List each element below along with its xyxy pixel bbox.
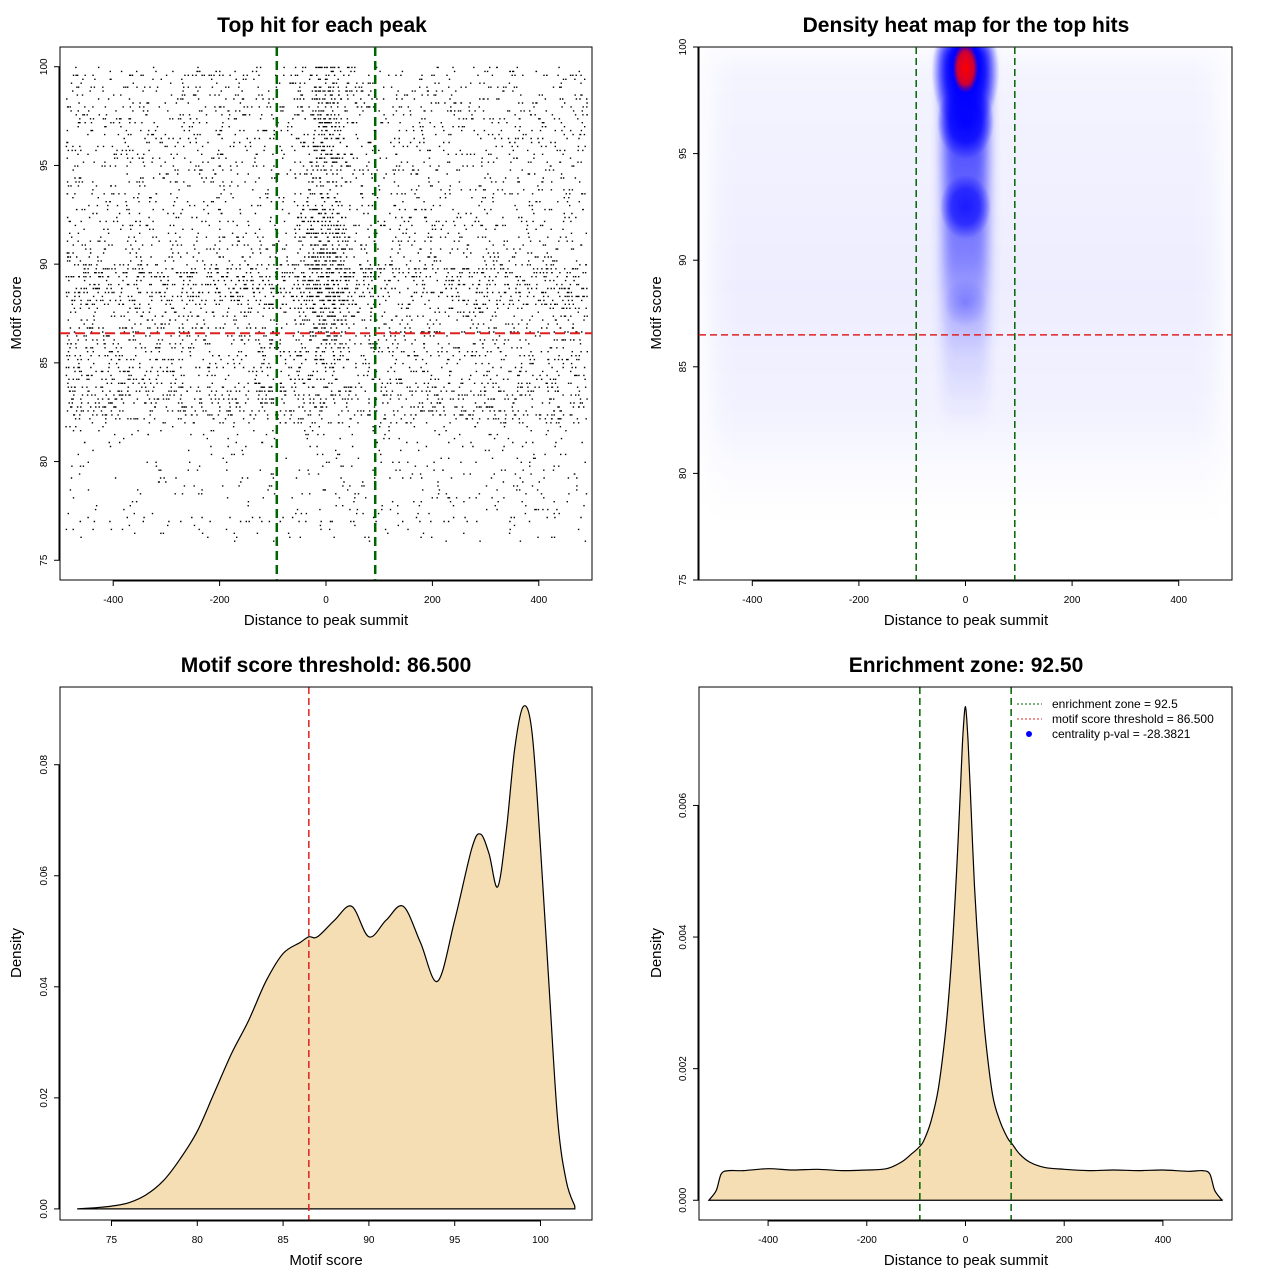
distance-density-x-tick-label: -400 xyxy=(758,1235,778,1246)
score-density-y-label: Density xyxy=(8,927,25,978)
score-density-y-tick-label: 0.06 xyxy=(39,866,50,886)
scatter-point-cloud xyxy=(65,66,588,542)
heatmap-y-tick-label: 75 xyxy=(678,574,689,586)
legend-centrality-label: centrality p-val = -28.3821 xyxy=(1052,727,1191,741)
scatter-x-tick-label: 200 xyxy=(424,595,441,606)
score-density-y-tick-label: 0.04 xyxy=(39,977,50,997)
score-density-y-axis: 0.00 0.02 0.04 0.06 0.08 xyxy=(39,755,60,1219)
heatmap-x-tick-label: 400 xyxy=(1170,595,1187,606)
panel-distance-density: Enrichment zone: 92.50 -400 -200 0 200 400 0… xyxy=(648,654,1233,1269)
legend-threshold-label: motif score threshold = 86.500 xyxy=(1052,712,1214,726)
scatter-y-tick-label: 90 xyxy=(39,258,50,270)
score-density-x-tick-label: 100 xyxy=(532,1235,549,1246)
scatter-x-tick-label: 0 xyxy=(323,595,329,606)
score-density-x-tick-label: 75 xyxy=(106,1235,118,1246)
heatmap-surface xyxy=(699,47,1232,580)
distance-density-x-tick-label: 0 xyxy=(963,1235,969,1246)
score-density-x-axis: 75 80 85 90 95 100 xyxy=(106,1220,549,1246)
scatter-y-tick-label: 80 xyxy=(39,456,50,468)
heatmap-hotspot xyxy=(937,84,994,160)
distance-density-area xyxy=(707,706,1224,1202)
heatmap-hotspot xyxy=(944,278,987,328)
score-density-x-tick-label: 90 xyxy=(363,1235,375,1246)
score-density-x-label: Motif score xyxy=(289,1252,362,1269)
scatter-title: Top hit for each peak xyxy=(217,14,427,37)
distance-density-y-axis: 0.000 0.002 0.004 0.006 xyxy=(678,792,699,1213)
scatter-y-label: Motif score xyxy=(8,276,25,349)
distance-density-title: Enrichment zone: 92.50 xyxy=(849,654,1084,677)
scatter-x-tick-label: 400 xyxy=(530,595,547,606)
distance-density-y-tick-label: 0.000 xyxy=(678,1187,689,1212)
scatter-points xyxy=(65,66,588,542)
scatter-x-axis: -400 -200 0 200 400 xyxy=(103,580,548,606)
heatmap-x-axis: -400 -200 0 200 400 xyxy=(742,580,1187,606)
score-density-y-tick-label: 0.00 xyxy=(39,1199,50,1219)
panel-scatter: Top hit for each peak -400 -200 0 200 400 75… xyxy=(8,14,593,629)
distance-density-y-tick-label: 0.004 xyxy=(678,924,689,949)
heatmap-y-tick-label: 80 xyxy=(678,467,689,479)
legend-enrichment-label: enrichment zone = 92.5 xyxy=(1052,697,1178,711)
scatter-x-tick-label: -400 xyxy=(103,595,123,606)
score-density-x-tick-label: 80 xyxy=(192,1235,204,1246)
heatmap-y-tick-label: 100 xyxy=(678,38,689,55)
heatmap-x-tick-label: 0 xyxy=(963,595,969,606)
panel-heatmap: Density heat map for the top hits -400 -2… xyxy=(648,14,1233,629)
heatmap-x-tick-label: 200 xyxy=(1064,595,1081,606)
distance-density-x-label: Distance to peak summit xyxy=(884,1252,1049,1269)
heatmap-hotspots xyxy=(931,47,1000,328)
distance-density-y-tick-label: 0.002 xyxy=(678,1056,689,1081)
scatter-y-tick-label: 100 xyxy=(39,58,50,75)
distance-density-x-axis: -400 -200 0 200 400 xyxy=(758,1220,1172,1246)
score-density-area xyxy=(77,705,576,1210)
distance-density-y-tick-label: 0.006 xyxy=(678,792,689,817)
legend-centrality-dot xyxy=(1026,731,1032,737)
scatter-x-tick-label: -200 xyxy=(210,595,230,606)
distance-density-x-tick-label: -200 xyxy=(857,1235,877,1246)
score-density-y-tick-label: 0.08 xyxy=(39,755,50,775)
panel-score-density: Motif score threshold: 86.500 75 80 85 90 95… xyxy=(8,654,593,1269)
heatmap-y-tick-label: 85 xyxy=(678,361,689,373)
score-density-title: Motif score threshold: 86.500 xyxy=(181,654,472,677)
legend: enrichment zone = 92.5 motif score thres… xyxy=(1017,697,1214,741)
scatter-y-tick-label: 95 xyxy=(39,159,50,171)
heatmap-y-tick-label: 95 xyxy=(678,148,689,160)
distance-density-enrichment-lines xyxy=(919,687,1012,1220)
heatmap-x-tick-label: -400 xyxy=(742,595,762,606)
score-density-plot-frame xyxy=(59,686,593,1221)
heatmap-title: Density heat map for the top hits xyxy=(803,14,1130,37)
scatter-x-label: Distance to peak summit xyxy=(244,612,409,629)
scatter-reference-lines xyxy=(60,47,592,580)
heatmap-y-axis: 75 80 85 90 95 100 xyxy=(678,38,699,586)
heatmap-reference-lines xyxy=(699,47,1232,580)
distance-density-x-tick-label: 400 xyxy=(1155,1235,1172,1246)
heatmap-y-label: Motif score xyxy=(648,276,665,349)
score-density-x-tick-label: 85 xyxy=(278,1235,290,1246)
distance-density-x-tick-label: 200 xyxy=(1056,1235,1073,1246)
heatmap-y-tick-label: 90 xyxy=(678,254,689,266)
score-density-x-tick-label: 95 xyxy=(449,1235,461,1246)
score-density-y-tick-label: 0.02 xyxy=(39,1088,50,1108)
scatter-y-tick-label: 75 xyxy=(39,554,50,566)
heatmap-x-tick-label: -200 xyxy=(849,595,869,606)
scatter-y-tick-label: 85 xyxy=(39,357,50,369)
distance-density-y-label: Density xyxy=(648,927,665,978)
heatmap-hotspot xyxy=(939,174,992,240)
heatmap-x-label: Distance to peak summit xyxy=(884,612,1049,629)
scatter-y-axis: 75 80 85 90 95 100 xyxy=(39,58,60,566)
